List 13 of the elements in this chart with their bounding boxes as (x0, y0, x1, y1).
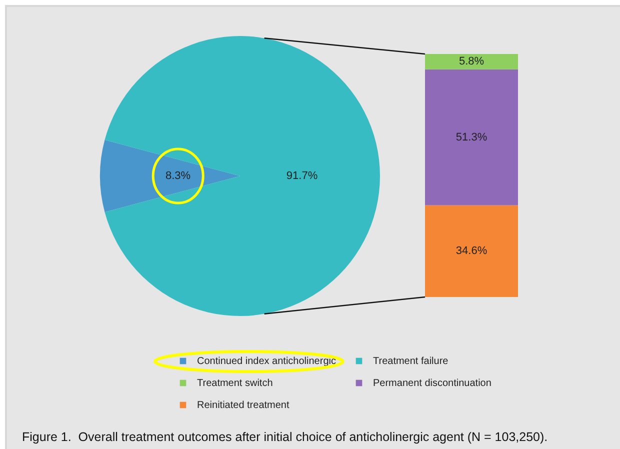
legend-label: Reinitiated treatment (197, 400, 290, 411)
data-label: 34.6% (456, 245, 488, 258)
legend-label: Treatment failure (373, 356, 449, 367)
caption: Figure 1. Overall treatment outcomes after initial choice of anticholinergic agent (N = 103,250). (22, 430, 548, 444)
data-label: 8.3% (165, 170, 191, 182)
data-label: 51.3% (456, 131, 488, 144)
pie-slice (104, 36, 380, 316)
legend-label: Continued index anticholinergic (197, 356, 336, 367)
data-label: 91.7% (286, 170, 318, 182)
data-label: 5.8% (458, 56, 484, 68)
legend-label: Permanent discontinuation (373, 378, 492, 389)
pie-slice (100, 140, 240, 212)
legend-label: Treatment switch (197, 378, 273, 389)
